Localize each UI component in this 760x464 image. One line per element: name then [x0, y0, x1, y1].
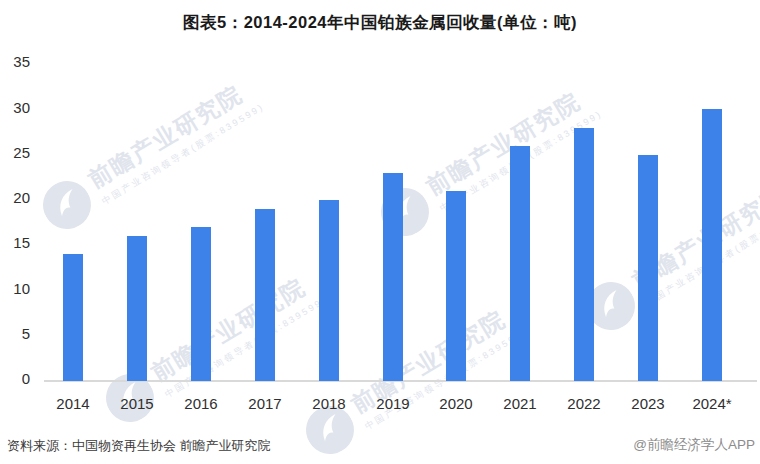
brand-note: @前瞻经济学人APP — [633, 436, 755, 454]
chart-figure: 图表5：2014-2024年中国铂族金属回收量(单位：吨) 前瞻产业研究院 中国… — [0, 0, 760, 464]
bar-2014 — [63, 254, 83, 381]
bar-2022 — [574, 128, 594, 381]
y-tick-label: 10 — [0, 281, 30, 297]
x-tick-label: 2015 — [105, 396, 169, 412]
bar-2015 — [127, 236, 147, 381]
source-note: 资料来源：中国物资再生协会 前瞻产业研究院 — [7, 437, 271, 455]
x-tick-label: 2018 — [297, 396, 361, 412]
bar-2019 — [383, 173, 403, 381]
bar-2016 — [191, 227, 211, 381]
y-tick-label: 30 — [0, 100, 30, 116]
y-tick-label: 35 — [0, 54, 30, 70]
y-tick-label: 5 — [0, 326, 30, 342]
bar-2024* — [702, 109, 722, 381]
x-tick-label: 2021 — [488, 396, 552, 412]
plot-area: 05101520253035 2014201520162017201820192… — [0, 0, 760, 464]
x-tick-label: 2016 — [169, 396, 233, 412]
chart-title: 图表5：2014-2024年中国铂族金属回收量(单位：吨) — [0, 12, 760, 34]
y-tick-label: 15 — [0, 235, 30, 251]
x-tick-label: 2022 — [552, 396, 616, 412]
x-tick-label: 2014 — [41, 396, 105, 412]
y-tick-label: 20 — [0, 190, 30, 206]
x-tick-label: 2023 — [616, 396, 680, 412]
y-tick-label: 0 — [0, 371, 30, 387]
bar-2018 — [319, 200, 339, 381]
x-tick-label: 2020 — [424, 396, 488, 412]
y-tick-label: 25 — [0, 145, 30, 161]
bar-2017 — [255, 209, 275, 381]
x-tick-label: 2019 — [361, 396, 425, 412]
bar-2023 — [638, 155, 658, 381]
bar-2020 — [446, 191, 466, 381]
x-tick-label: 2017 — [233, 396, 297, 412]
bar-2021 — [510, 146, 530, 381]
x-tick-label: 2024* — [680, 396, 744, 412]
